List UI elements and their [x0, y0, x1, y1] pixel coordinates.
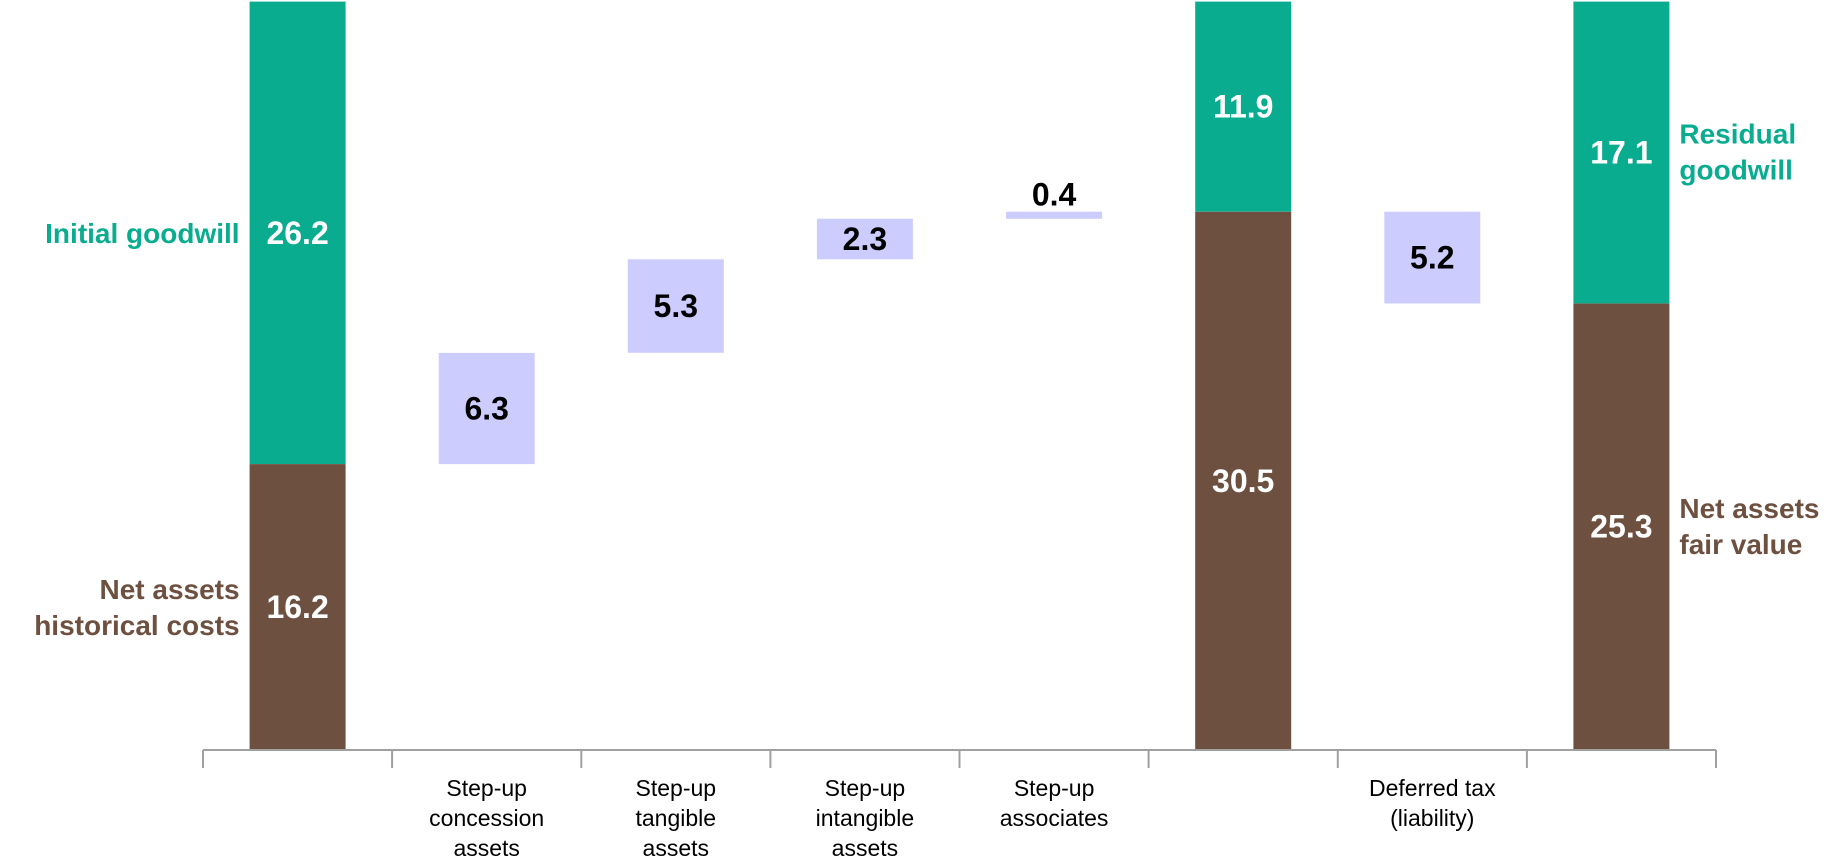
value-label-7-0: 25.3	[1590, 509, 1652, 545]
step-bar-6-0	[1384, 211, 1481, 304]
category-label-line: assets	[832, 835, 898, 861]
category-label-line: Step-up	[825, 775, 906, 801]
category-label-2: Step-up tangible assets	[636, 775, 717, 861]
category-label-line: intangible	[816, 805, 914, 831]
net_assets-bar-0-0	[249, 464, 346, 750]
net_assets-bar-7-0	[1573, 303, 1670, 750]
value-label-5-1: 11.9	[1213, 89, 1274, 125]
step-bar-3-0	[816, 218, 913, 260]
category-label-1: Step-up concession assets	[429, 775, 544, 861]
value-label-5-0: 30.5	[1212, 463, 1274, 499]
category-label-line: (liability)	[1390, 805, 1474, 831]
category-label-line: concession	[429, 805, 544, 831]
side-label-goodwill-left: Initial goodwill	[45, 218, 239, 249]
category-label-line: Step-up	[1014, 775, 1095, 801]
side-label-line: Initial goodwill	[45, 218, 239, 249]
x-axis	[202, 749, 1717, 768]
side-label-line: Net assets	[100, 574, 240, 605]
value-label-0-0: 16.2	[266, 589, 328, 625]
side-label-line: Residual	[1679, 119, 1796, 150]
category-label-line: assets	[453, 835, 519, 861]
side-label-line: Net assets	[1679, 493, 1819, 524]
value-labels: 16.2 26.2 6.3 5.3 2.3 0.4 30.5 11.9 5.2 25.3 17.1	[266, 89, 1652, 625]
category-labels: Step-up concession assets Step-up tangible as…	[429, 775, 1496, 861]
side-label-net_assets-right: Net assets fair value	[1679, 493, 1819, 560]
category-label-line: tangible	[636, 805, 717, 831]
value-label-0-1: 26.2	[266, 215, 328, 251]
step-bar-1-0	[438, 352, 535, 465]
side-label-line: historical costs	[34, 610, 239, 641]
value-label-2-0: 5.3	[654, 288, 698, 324]
side-label-goodwill-right: Residual goodwill	[1679, 119, 1796, 186]
side-label-net_assets-left: Net assets historical costs	[34, 574, 239, 641]
category-label-6: Deferred tax (liability)	[1369, 775, 1496, 831]
goodwill-bar-0-1	[249, 1, 346, 464]
net_assets-bar-5-0	[1195, 211, 1292, 750]
bars	[249, 1, 1670, 750]
value-label-6-0: 5.2	[1410, 240, 1454, 276]
side-labels: Initial goodwill Net assets historical cos…	[34, 119, 1819, 641]
category-label-3: Step-up intangible assets	[816, 775, 914, 861]
side-label-line: goodwill	[1679, 155, 1793, 186]
category-label-line: Deferred tax	[1369, 775, 1496, 801]
value-label-3-0: 2.3	[843, 221, 887, 257]
category-label-4: Step-up associates	[1000, 775, 1109, 831]
value-label-1-0: 6.3	[464, 391, 508, 427]
value-label-4-0: 0.4	[1032, 177, 1077, 213]
step-bar-4-0	[1006, 211, 1103, 219]
category-label-line: Step-up	[446, 775, 527, 801]
side-label-line: fair value	[1679, 529, 1802, 560]
category-label-line: Step-up	[636, 775, 717, 801]
value-label-7-1: 17.1	[1590, 135, 1652, 171]
category-label-line: assets	[643, 835, 709, 861]
goodwill-bar-5-1	[1195, 1, 1292, 212]
category-label-line: associates	[1000, 805, 1109, 831]
step-bar-2-0	[627, 259, 724, 353]
goodwill-bar-7-1	[1573, 1, 1670, 304]
